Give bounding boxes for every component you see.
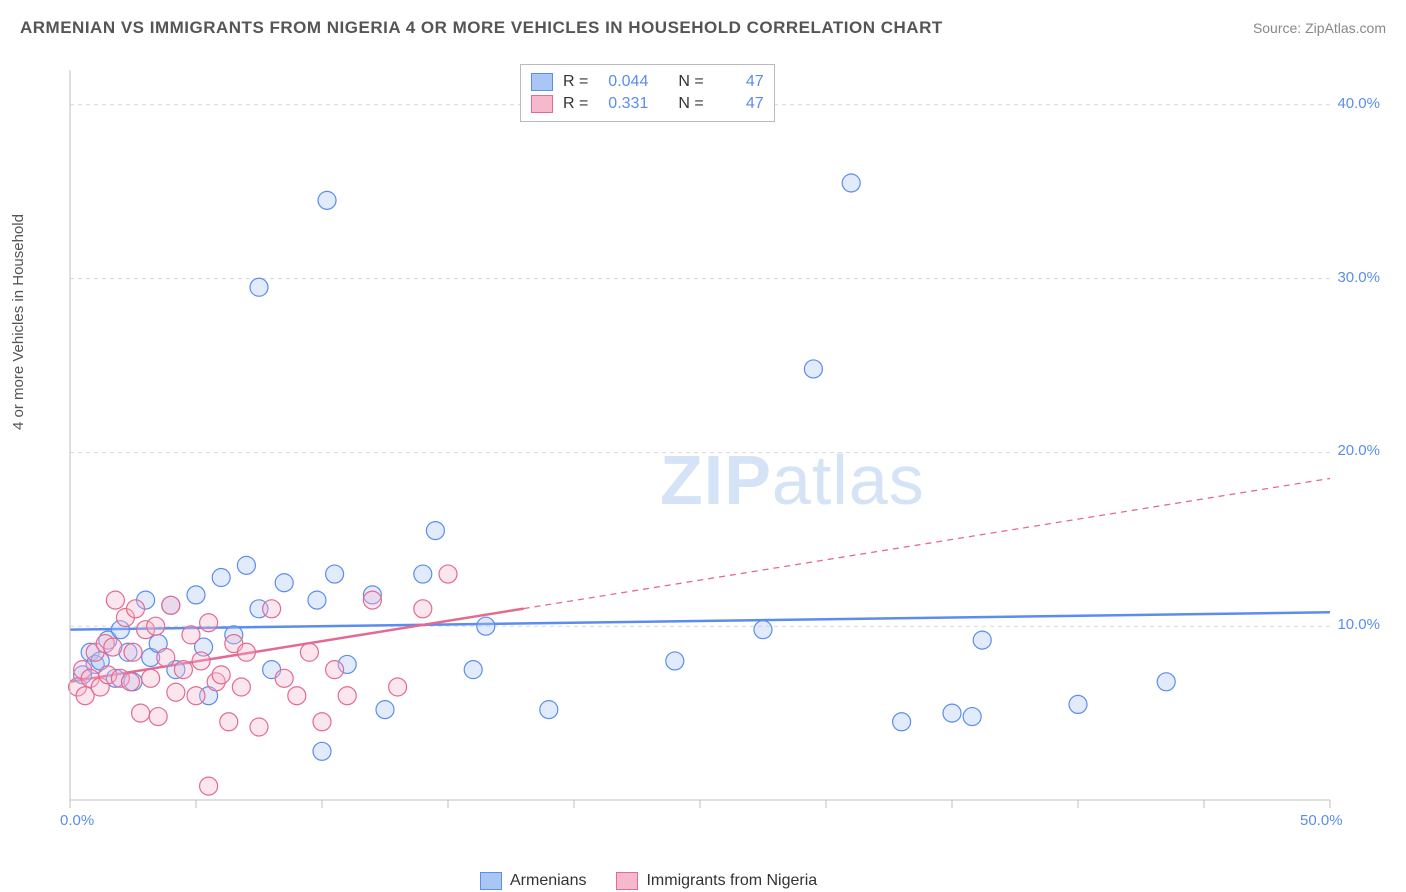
y-tick-label: 20.0% (1337, 442, 1380, 459)
r-value: 0.044 (598, 73, 648, 91)
legend-label: Armenians (510, 872, 586, 890)
legend-swatch (616, 872, 638, 890)
r-label: R = (563, 73, 588, 91)
n-value: 47 (714, 95, 764, 113)
x-tick-label: 50.0% (1300, 812, 1343, 829)
legend-swatch (480, 872, 502, 890)
legend-item: Armenians (480, 872, 586, 890)
source-prefix: Source: (1253, 20, 1305, 36)
r-value: 0.331 (598, 95, 648, 113)
y-tick-label: 30.0% (1337, 269, 1380, 286)
stats-legend-row: R = 0.044 N = 47 (531, 71, 764, 93)
n-label: N = (678, 95, 703, 113)
legend-swatch (531, 73, 553, 91)
source-name: ZipAtlas.com (1305, 20, 1386, 36)
watermark-rest: atlas (772, 441, 925, 519)
y-tick-label: 40.0% (1337, 95, 1380, 112)
legend-label: Immigrants from Nigeria (646, 872, 817, 890)
watermark: ZIPatlas (660, 440, 925, 520)
chart-area: ZIPatlas R = 0.044 N = 47 R = 0.331 N = 47 10.0… (60, 60, 1380, 830)
n-value: 47 (714, 73, 764, 91)
y-axis-label: 4 or more Vehicles in Household (10, 214, 27, 430)
y-tick-label: 10.0% (1337, 616, 1380, 633)
stats-legend-row: R = 0.331 N = 47 (531, 93, 764, 115)
x-tick-label: 0.0% (60, 812, 94, 829)
n-label: N = (678, 73, 703, 91)
stats-legend: R = 0.044 N = 47 R = 0.331 N = 47 (520, 64, 775, 122)
legend-swatch (531, 95, 553, 113)
watermark-bold: ZIP (660, 441, 772, 519)
source-attribution: Source: ZipAtlas.com (1253, 20, 1386, 36)
legend-item: Immigrants from Nigeria (616, 872, 817, 890)
chart-title: ARMENIAN VS IMMIGRANTS FROM NIGERIA 4 OR… (20, 18, 943, 38)
series-legend: Armenians Immigrants from Nigeria (480, 872, 817, 890)
r-label: R = (563, 95, 588, 113)
